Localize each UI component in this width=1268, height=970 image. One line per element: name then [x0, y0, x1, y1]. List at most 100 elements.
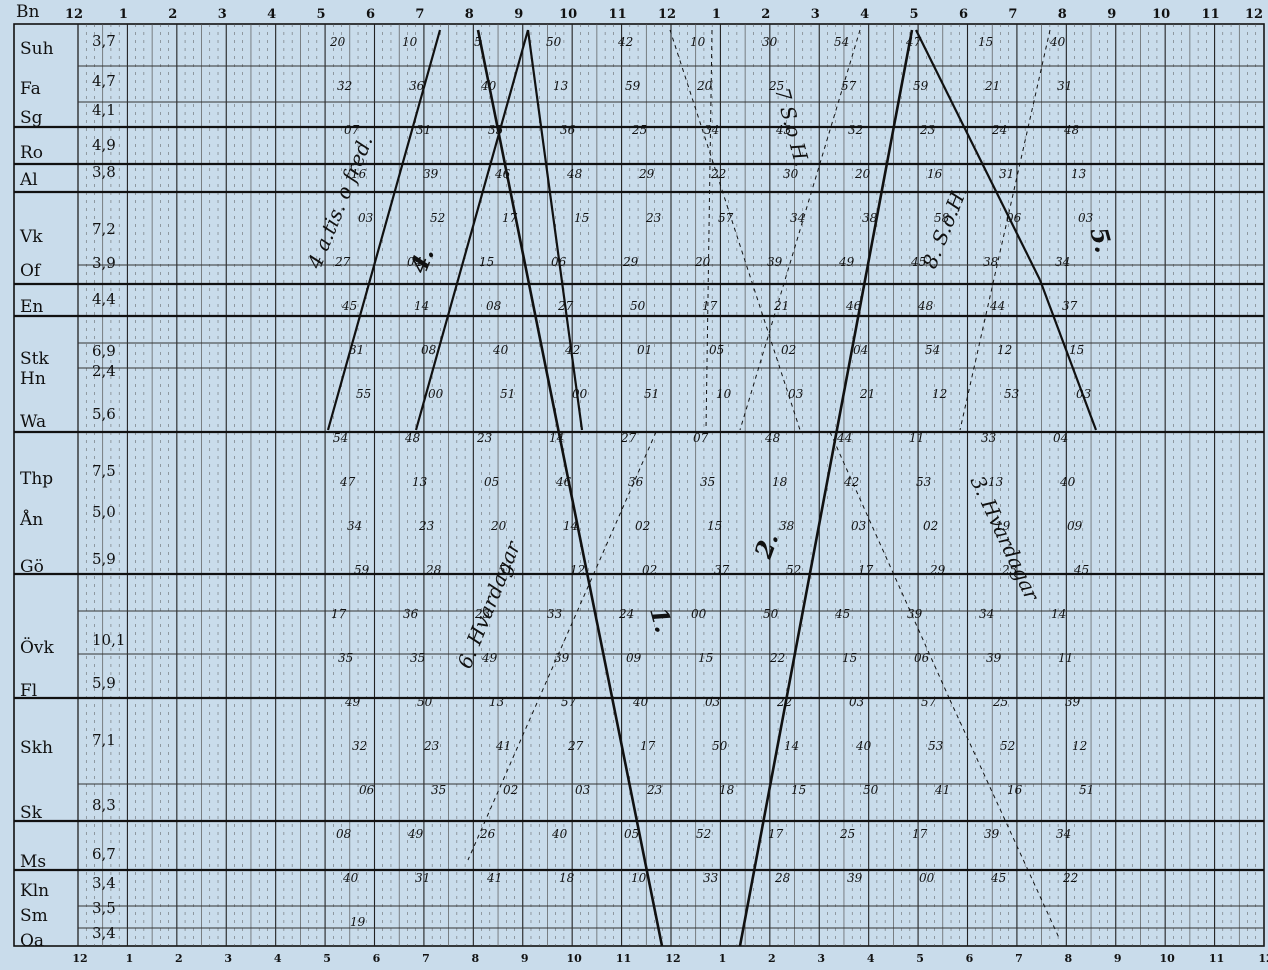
- time-label: 37: [1062, 299, 1078, 313]
- time-label: 15: [574, 211, 589, 225]
- time-label: 49: [407, 827, 424, 841]
- time-label: 03: [1076, 387, 1092, 401]
- station-distance: 3,4: [92, 874, 116, 892]
- time-label: 54: [333, 431, 348, 445]
- station-distance: 4,1: [92, 101, 116, 119]
- time-label: 48: [1063, 123, 1080, 137]
- time-label: 48: [917, 299, 934, 313]
- time-label: 03: [705, 695, 721, 709]
- time-label: 47: [905, 35, 922, 49]
- time-label: 39: [554, 651, 570, 665]
- hour-label-top: 9: [514, 7, 523, 22]
- time-grid: [13, 23, 1265, 947]
- station-name: Sg: [20, 108, 43, 128]
- time-label: 01: [637, 343, 652, 357]
- time-label: 12: [997, 343, 1012, 357]
- time-label: 34: [704, 123, 719, 137]
- station-name: Fa: [20, 79, 41, 99]
- time-label: 13: [412, 475, 428, 489]
- time-label: 34: [979, 607, 994, 621]
- time-label: 32: [337, 79, 352, 93]
- time-label: 51: [1079, 783, 1094, 797]
- time-label: 14: [563, 519, 578, 533]
- hour-label-top: 12: [1245, 7, 1263, 22]
- time-label: 31: [999, 167, 1014, 181]
- time-label: 57: [561, 695, 577, 709]
- hour-label-bottom: 12: [1258, 952, 1268, 965]
- time-label: 23: [476, 431, 493, 445]
- time-label: 48: [566, 167, 583, 181]
- time-label: 17: [640, 739, 656, 753]
- time-label: 33: [703, 871, 719, 885]
- hour-label-bottom: 11: [616, 952, 631, 965]
- time-label: 40: [480, 79, 497, 93]
- station-distance: 4,9: [92, 136, 116, 154]
- station-distance: 2,4: [92, 362, 116, 380]
- time-label: 17: [331, 607, 347, 621]
- time-label: 20: [329, 35, 346, 49]
- time-label: 11: [909, 431, 924, 445]
- time-label: 40: [551, 827, 568, 841]
- hour-label-bottom: 9: [521, 952, 529, 965]
- train-6: [476, 29, 664, 947]
- time-label: 45: [834, 607, 850, 621]
- train-5: [1038, 279, 1098, 431]
- time-label: 20: [490, 519, 507, 533]
- time-label: 17: [502, 211, 518, 225]
- time-label: 37: [714, 563, 730, 577]
- hour-label-bottom: 6: [373, 952, 381, 965]
- time-label: 17: [912, 827, 928, 841]
- time-label: 25: [631, 123, 647, 137]
- time-label: 42: [564, 343, 580, 357]
- time-label: 05: [484, 475, 499, 489]
- station-distance: 3,9: [92, 254, 116, 272]
- time-label: 31: [1057, 79, 1072, 93]
- time-label: 28: [425, 563, 442, 577]
- time-label: 15: [791, 783, 806, 797]
- hour-label-top: 7: [1008, 7, 1017, 22]
- time-label: 23: [474, 607, 491, 621]
- time-label: 19: [995, 519, 1011, 533]
- time-label: 51: [644, 387, 659, 401]
- time-label: 52: [1000, 739, 1015, 753]
- time-label: 45: [910, 255, 926, 269]
- time-label: 03: [788, 387, 804, 401]
- hour-label-top: 6: [959, 7, 968, 22]
- train-label: 3. Hvardagar: [965, 472, 1044, 606]
- time-label: 59: [354, 563, 370, 577]
- time-label: 21: [984, 79, 1000, 93]
- time-label: 40: [1049, 35, 1066, 49]
- time-label: 23: [423, 739, 440, 753]
- time-label: 42: [617, 35, 633, 49]
- time-label: 27: [334, 255, 351, 269]
- time-label: 26: [479, 827, 496, 841]
- time-label: 18: [719, 783, 735, 797]
- hour-label-bottom: 5: [323, 952, 331, 965]
- hour-label-bottom: 8: [1065, 952, 1073, 965]
- time-label: 50: [417, 695, 433, 709]
- hour-label-top: 2: [168, 7, 177, 22]
- time-label: 45: [990, 871, 1006, 885]
- time-label: 53: [916, 475, 932, 489]
- hour-label-bottom: 11: [1209, 952, 1224, 965]
- hour-label-top: 8: [1058, 7, 1067, 22]
- time-label: 32: [352, 739, 367, 753]
- time-label: 09: [1067, 519, 1083, 533]
- time-label: 31: [349, 343, 364, 357]
- time-label: 13: [489, 695, 505, 709]
- hour-label-top: 3: [218, 7, 227, 22]
- hour-label-bottom: 12: [665, 952, 680, 965]
- time-label: 5: [474, 35, 482, 49]
- time-label: 32: [848, 123, 863, 137]
- time-label: 06: [1006, 211, 1022, 225]
- time-label: 42: [843, 475, 859, 489]
- time-label: 02: [781, 343, 796, 357]
- hour-label-top: 12: [65, 7, 83, 22]
- time-label: 27: [557, 299, 574, 313]
- time-label: 21: [773, 299, 789, 313]
- time-label: 46: [845, 299, 862, 313]
- time-label: 03: [1078, 211, 1094, 225]
- time-label: 16: [927, 167, 943, 181]
- time-label: 08: [421, 343, 437, 357]
- station-name: Of: [20, 261, 42, 281]
